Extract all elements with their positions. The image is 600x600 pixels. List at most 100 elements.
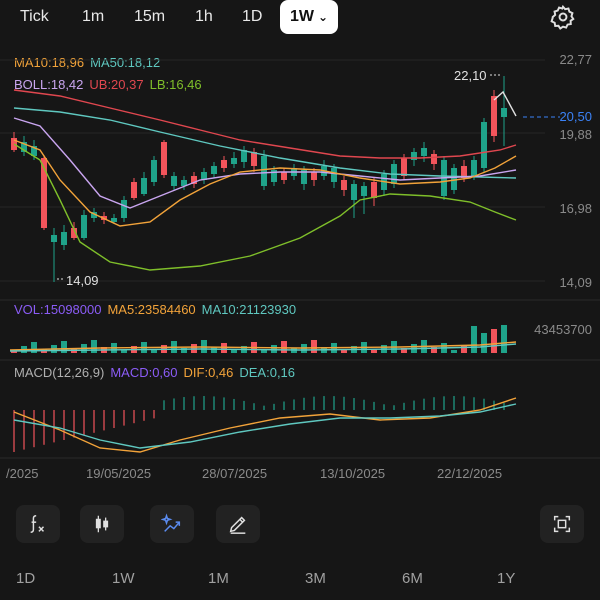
lb-legend: LB:16,46	[149, 77, 202, 92]
candle-body	[421, 148, 427, 156]
vol-ma5-legend: MA5:23584460	[107, 302, 196, 317]
candle-body	[341, 180, 347, 190]
fullscreen-icon[interactable]	[540, 505, 584, 543]
ma10-legend: MA10:18,96	[14, 55, 85, 70]
candle-body	[311, 172, 317, 180]
volume-bar	[311, 340, 317, 353]
price-tick-2: 19,88	[559, 127, 592, 142]
x-axis-label-5: 22/12/2025	[437, 466, 503, 481]
candle-body	[31, 146, 37, 156]
boll-legend: BOLL:18,42	[14, 77, 84, 92]
volume-bar	[431, 347, 437, 353]
volume-axis-max: 43453700	[534, 322, 592, 337]
candle-body	[241, 150, 247, 162]
price-marker-line	[493, 90, 517, 117]
candle-body	[51, 235, 57, 242]
candle-body	[201, 172, 207, 180]
current-price-label: 20,50	[559, 109, 592, 124]
candle-body	[211, 166, 217, 174]
ub-line	[13, 89, 517, 159]
vol-ma10-legend: MA10:21123930	[201, 302, 297, 317]
timeframe-1w-dropdown[interactable]: 1W ⌄	[280, 0, 339, 34]
low-annotation: 14,09	[66, 273, 99, 288]
main-legend-row1: MA10:18,96 MA50:18,12	[14, 55, 166, 70]
candle-body	[261, 156, 267, 186]
volume-bar	[121, 350, 127, 353]
function-icon[interactable]	[16, 505, 60, 543]
candle-body	[301, 170, 307, 184]
volume-bar	[281, 341, 287, 353]
candlestick-icon[interactable]	[80, 505, 124, 543]
x-axis-label-4: 13/10/2025	[320, 466, 386, 481]
candlestick-chart[interactable]: 22,10 14,09	[0, 40, 600, 460]
timeframe-1d[interactable]: 1D	[242, 8, 263, 25]
candle-body	[451, 168, 457, 190]
candle-body	[491, 96, 497, 136]
ma50-legend: MA50:18,12	[90, 55, 161, 70]
period-6m[interactable]: 6M	[402, 570, 423, 587]
volume-bar	[61, 341, 67, 353]
volume-bar	[231, 350, 237, 353]
dif-line	[13, 397, 517, 453]
gear-icon[interactable]	[550, 4, 576, 30]
volume-ma10-line	[9, 343, 517, 352]
volume-bar	[181, 348, 187, 353]
annotations-layer: 22,10 14,09	[66, 68, 487, 288]
volume-bar	[341, 350, 347, 353]
candle-body	[131, 182, 137, 198]
dea-legend: DEA:0,16	[239, 365, 296, 380]
volume-bar	[491, 329, 497, 353]
dea-line	[13, 403, 517, 449]
sparkle-trend-icon[interactable]	[150, 505, 194, 543]
macd-legend: MACD(12,26,9) MACD:0,60 DIF:0,46 DEA:0,16	[14, 365, 301, 380]
timeframe-tick[interactable]: Tick	[20, 8, 49, 25]
volume-bar	[271, 345, 277, 353]
candle-body	[151, 160, 157, 182]
candle-body	[61, 232, 67, 245]
candle-body	[121, 200, 127, 218]
timeframe-active-label: 1W	[290, 8, 314, 25]
volume-bar	[401, 348, 407, 353]
timeframe-15m[interactable]: 15m	[134, 8, 166, 25]
candle-body	[401, 158, 407, 176]
timeframe-1m[interactable]: 1m	[82, 8, 105, 25]
volume-ma5-line	[9, 341, 517, 351]
candle-body	[161, 142, 167, 175]
dif-legend: DIF:0,46	[183, 365, 234, 380]
candle-body	[431, 154, 437, 164]
period-3m[interactable]: 3M	[305, 570, 326, 587]
volume-bar	[261, 349, 267, 353]
pencil-icon[interactable]	[216, 505, 260, 543]
boll-line	[13, 117, 517, 209]
volume-bar	[471, 326, 477, 353]
volume-bar	[221, 343, 227, 353]
candle-body	[221, 160, 227, 168]
period-1m[interactable]: 1M	[208, 570, 229, 587]
candle-body	[81, 215, 87, 238]
period-1y[interactable]: 1Y	[497, 570, 516, 587]
macd-layer	[13, 396, 517, 453]
lb-line	[13, 143, 517, 271]
x-axis-label-2: 19/05/2025	[86, 466, 152, 481]
timeframe-1h[interactable]: 1h	[195, 8, 213, 25]
volume-bar	[211, 347, 217, 353]
candle-body	[41, 158, 47, 228]
timeframe-bar: Tick 1m 15m 1h 1D 1W ⌄	[0, 0, 600, 34]
candle-body	[231, 158, 237, 164]
price-tick-1: 22,77	[559, 52, 592, 67]
candle-body	[361, 186, 367, 196]
candle-body	[191, 176, 197, 184]
volume-bar	[461, 346, 467, 353]
main-legend-row2: BOLL:18,42 UB:20,37 LB:16,46	[14, 77, 208, 92]
chevron-down-icon: ⌄	[318, 10, 329, 24]
period-1w[interactable]: 1W	[112, 570, 135, 587]
period-1d[interactable]: 1D	[16, 570, 36, 587]
indicator-lines-layer	[13, 74, 517, 280]
candle-body	[251, 152, 257, 166]
candle-body	[411, 152, 417, 160]
volume-legend: VOL:15098000 MA5:23584460 MA10:21123930	[14, 302, 302, 317]
candle-body	[371, 182, 377, 198]
volume-bar	[501, 325, 507, 353]
ma10-line	[13, 139, 517, 227]
macd-params-legend: MACD(12,26,9)	[14, 365, 105, 380]
